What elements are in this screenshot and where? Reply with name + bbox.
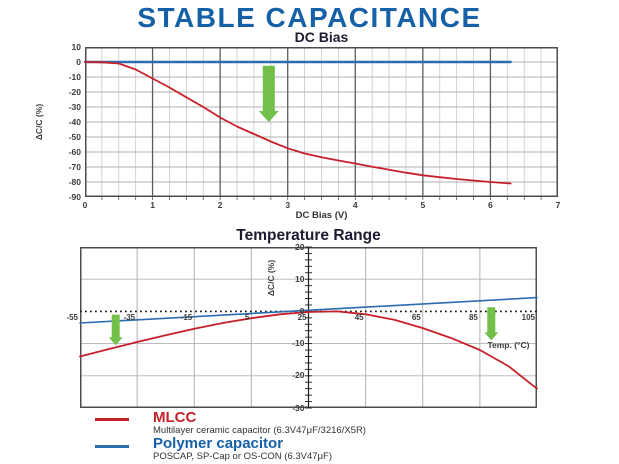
page-title: STABLE CAPACITANCE: [137, 2, 482, 33]
x-tick-label: -15: [180, 313, 193, 323]
y-tick-label: -80: [68, 176, 81, 187]
y-tick-label: 10: [71, 41, 81, 52]
x-tick-label: 4: [352, 200, 358, 210]
y-tick-label: -50: [68, 131, 81, 142]
y-tick-label: -70: [68, 161, 81, 172]
x-tick-label: 6: [488, 200, 493, 210]
x-tick-label: -55: [66, 313, 78, 323]
down-arrow-icon: [108, 314, 123, 346]
dc-bias-chart: 0 1 2 3 4 5 6 7 10 0 -10 -20 -30 -40 -50 -60 -70 -80 -90 DC…: [69, 42, 561, 220]
x-tick-label: -35: [123, 313, 136, 323]
y-tick-label: -40: [68, 116, 81, 127]
legend-label-mlcc: MLCC: [153, 409, 197, 426]
y-tick-label: 10: [295, 273, 305, 284]
x-tick-label: 85: [468, 313, 478, 323]
temperature-y-axis-label: ΔC/C (%): [266, 259, 276, 297]
y-tick-label: 0: [76, 56, 81, 67]
legend-desc-mlcc: Multilayer ceramic capacitor (6.3V47μF/3…: [153, 425, 366, 436]
x-tick-label: 105: [521, 313, 535, 323]
y-tick-label: 0: [299, 305, 305, 316]
x-tick-label: 5: [244, 313, 250, 323]
y-tick-label: -30: [292, 402, 305, 413]
legend-swatch-mlcc: [95, 418, 129, 421]
legend-label-polymer: Polymer capacitor: [153, 435, 284, 452]
x-tick-label: 3: [285, 200, 291, 210]
x-tick-label: 2: [217, 200, 223, 210]
x-tick-label: 1: [150, 200, 155, 210]
down-arrow-icon: [484, 307, 499, 341]
y-tick-label: -10: [68, 71, 81, 82]
y-tick-label: -10: [292, 338, 305, 349]
down-arrow-icon: [258, 65, 279, 122]
y-tick-label: -90: [68, 191, 81, 202]
dc-bias-y-axis-label: ΔC/C (%): [34, 103, 44, 141]
legend-desc-polymer: POSCAP, SP-Cap or OS-CON (6.3V47μF): [153, 451, 332, 462]
x-tick-label: 0: [82, 200, 88, 210]
x-tick-label: 5: [420, 200, 426, 210]
x-tick-label: 45: [354, 313, 364, 323]
y-tick-label: 20: [295, 241, 305, 252]
x-axis-label: Temp. (°C): [487, 340, 530, 351]
dc-bias-plot-svg: [83, 47, 558, 200]
x-tick-label: 65: [411, 313, 421, 323]
legend-swatch-polymer: [95, 445, 129, 448]
x-tick-label: 7: [555, 200, 561, 210]
y-tick-label: -20: [292, 370, 305, 381]
y-tick-label: -60: [68, 146, 81, 157]
temperature-chart: -55 -35 -15 5 25 45 65 85 105 20 10 0 -10 -20 -30 Temp.…: [66, 242, 538, 412]
y-tick-label: -20: [68, 86, 81, 97]
temperature-chart-title: Temperature Range: [236, 227, 381, 244]
x-axis-label: DC Bias (V): [295, 210, 348, 221]
temperature-plot-svg: [79, 246, 538, 409]
y-tick-label: -30: [68, 101, 81, 112]
x-tick-label: 25: [297, 313, 307, 323]
dc-bias-chart-title: DC Bias: [294, 29, 349, 45]
